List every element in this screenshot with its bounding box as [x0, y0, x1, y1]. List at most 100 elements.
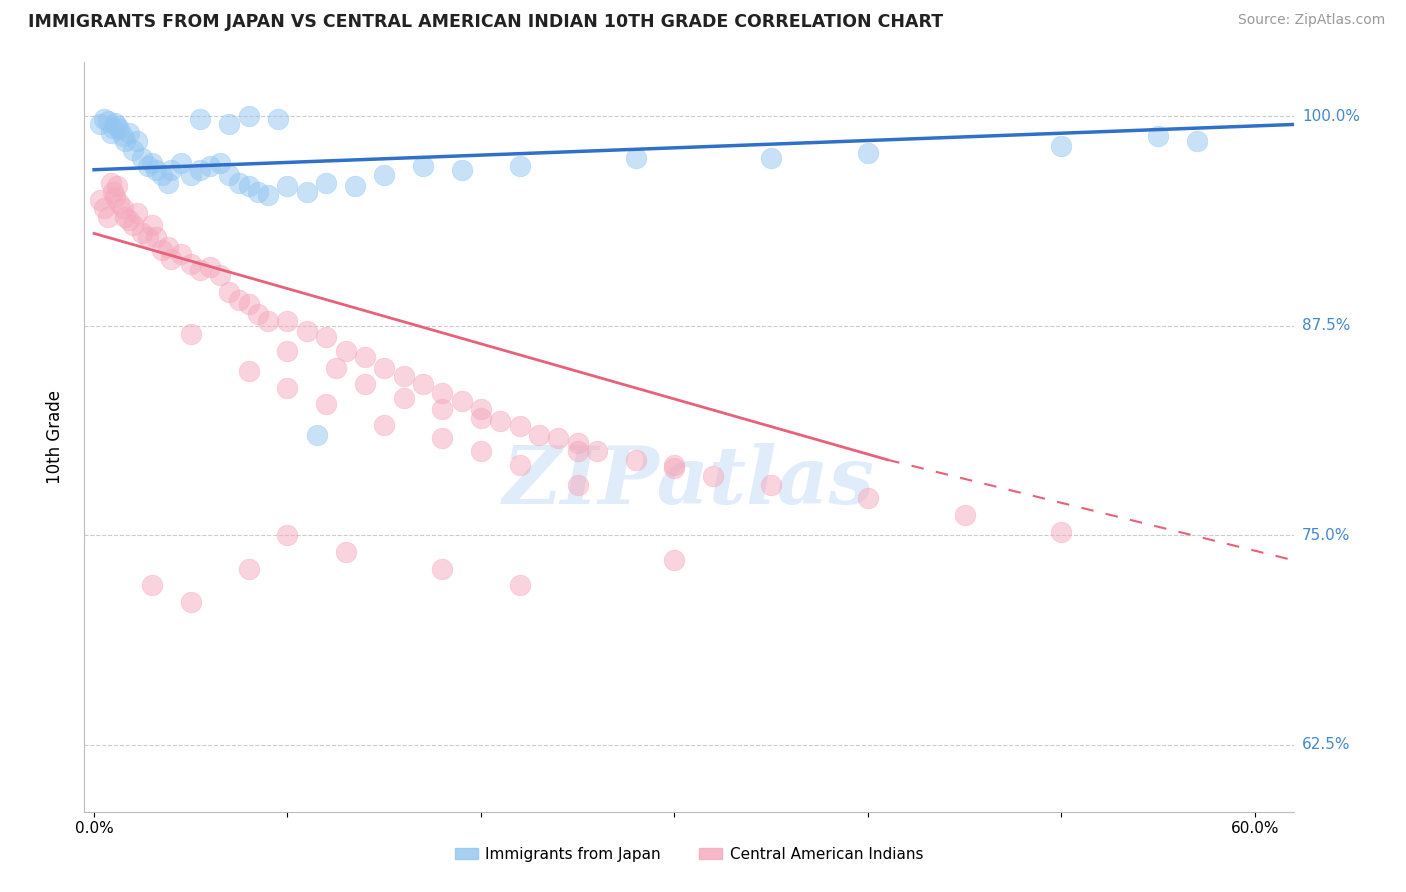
Point — [315, 397, 337, 411]
Point — [100, 126, 122, 140]
Point — [315, 330, 337, 344]
Point — [170, 156, 193, 170]
Point — [856, 491, 879, 506]
Point — [276, 528, 298, 542]
Point — [238, 179, 260, 194]
Point — [208, 268, 231, 283]
Text: Source: ZipAtlas.com: Source: ZipAtlas.com — [1237, 13, 1385, 28]
Point — [105, 119, 128, 133]
Point — [112, 129, 135, 144]
Text: 87.5%: 87.5% — [1302, 318, 1350, 333]
Point — [567, 444, 589, 458]
Point — [228, 293, 250, 308]
Point — [141, 156, 163, 170]
Point — [450, 162, 472, 177]
Point — [160, 252, 183, 266]
Point — [509, 160, 531, 174]
Point — [335, 545, 357, 559]
Point — [624, 452, 647, 467]
Point — [156, 240, 179, 254]
Point — [373, 417, 395, 432]
Point — [509, 419, 531, 434]
Text: 62.5%: 62.5% — [1302, 737, 1350, 752]
Text: IMMIGRANTS FROM JAPAN VS CENTRAL AMERICAN INDIAN 10TH GRADE CORRELATION CHART: IMMIGRANTS FROM JAPAN VS CENTRAL AMERICA… — [28, 13, 943, 31]
Point — [136, 160, 159, 174]
Point — [432, 562, 454, 576]
Point — [114, 210, 136, 224]
Point — [190, 112, 212, 127]
Point — [257, 187, 280, 202]
Point — [97, 114, 120, 128]
Point — [953, 508, 976, 522]
Point — [93, 201, 115, 215]
Text: 100.0%: 100.0% — [1302, 109, 1360, 124]
Point — [136, 229, 159, 244]
Point — [412, 377, 434, 392]
Point — [450, 394, 472, 409]
Point — [470, 444, 492, 458]
Point — [218, 285, 240, 299]
Point — [131, 151, 153, 165]
Text: 75.0%: 75.0% — [1302, 528, 1350, 542]
Point — [412, 160, 434, 174]
Point — [664, 553, 686, 567]
Point — [105, 179, 128, 194]
Point — [180, 326, 202, 341]
Point — [567, 478, 589, 492]
Point — [108, 196, 131, 211]
Point — [103, 120, 125, 135]
Point — [1185, 134, 1208, 148]
Point — [247, 185, 270, 199]
Point — [118, 213, 141, 227]
Point — [276, 179, 298, 194]
Point — [198, 260, 221, 274]
Point — [1050, 139, 1073, 153]
Point — [100, 176, 122, 190]
Point — [470, 402, 492, 417]
Point — [114, 134, 136, 148]
Point — [208, 156, 231, 170]
Point — [392, 368, 415, 383]
Point — [180, 257, 202, 271]
Point — [103, 185, 125, 199]
Point — [108, 122, 131, 136]
Point — [131, 227, 153, 241]
Point — [432, 402, 454, 417]
Point — [664, 461, 686, 475]
Point — [335, 343, 357, 358]
Point — [150, 168, 173, 182]
Point — [527, 427, 550, 442]
Point — [89, 193, 111, 207]
Point — [759, 151, 782, 165]
Point — [295, 185, 318, 199]
Point — [121, 218, 143, 232]
Point — [125, 206, 148, 220]
Point — [1147, 129, 1170, 144]
Point — [267, 112, 290, 127]
Point — [238, 562, 260, 576]
Point — [432, 431, 454, 445]
Point — [373, 360, 395, 375]
Point — [509, 458, 531, 472]
Point — [470, 410, 492, 425]
Point — [190, 162, 212, 177]
Point — [141, 578, 163, 592]
Point — [238, 364, 260, 378]
Point — [325, 360, 347, 375]
Point — [295, 324, 318, 338]
Point — [141, 218, 163, 232]
Point — [97, 210, 120, 224]
Point — [104, 189, 127, 203]
Point — [238, 297, 260, 311]
Point — [145, 162, 167, 177]
Point — [489, 414, 512, 428]
Point — [257, 313, 280, 327]
Point — [247, 307, 270, 321]
Point — [180, 168, 202, 182]
Point — [112, 201, 135, 215]
Point — [392, 391, 415, 405]
Point — [373, 168, 395, 182]
Point — [89, 118, 111, 132]
Point — [180, 595, 202, 609]
Point — [104, 116, 127, 130]
